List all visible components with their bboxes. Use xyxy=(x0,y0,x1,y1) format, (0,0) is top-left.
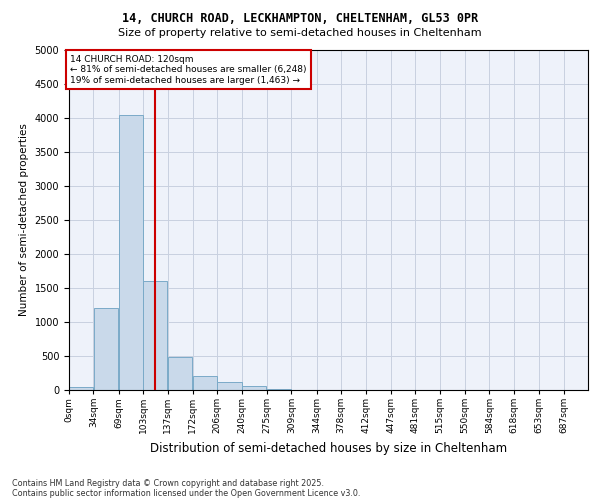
Text: 14, CHURCH ROAD, LECKHAMPTON, CHELTENHAM, GL53 0PR: 14, CHURCH ROAD, LECKHAMPTON, CHELTENHAM… xyxy=(122,12,478,26)
Bar xyxy=(193,376,217,390)
Text: Contains HM Land Registry data © Crown copyright and database right 2025.: Contains HM Land Registry data © Crown c… xyxy=(12,478,324,488)
Y-axis label: Number of semi-detached properties: Number of semi-detached properties xyxy=(19,124,29,316)
Text: Contains public sector information licensed under the Open Government Licence v3: Contains public sector information licen… xyxy=(12,488,361,498)
Bar xyxy=(119,114,143,390)
Bar xyxy=(94,308,118,390)
Bar xyxy=(242,386,266,390)
Bar xyxy=(69,386,93,390)
Bar xyxy=(168,358,192,390)
Text: 14 CHURCH ROAD: 120sqm
← 81% of semi-detached houses are smaller (6,248)
19% of : 14 CHURCH ROAD: 120sqm ← 81% of semi-det… xyxy=(70,55,307,84)
Bar xyxy=(217,382,242,390)
X-axis label: Distribution of semi-detached houses by size in Cheltenham: Distribution of semi-detached houses by … xyxy=(150,442,507,454)
Text: Size of property relative to semi-detached houses in Cheltenham: Size of property relative to semi-detach… xyxy=(118,28,482,38)
Bar xyxy=(143,281,167,390)
Bar xyxy=(267,388,291,390)
